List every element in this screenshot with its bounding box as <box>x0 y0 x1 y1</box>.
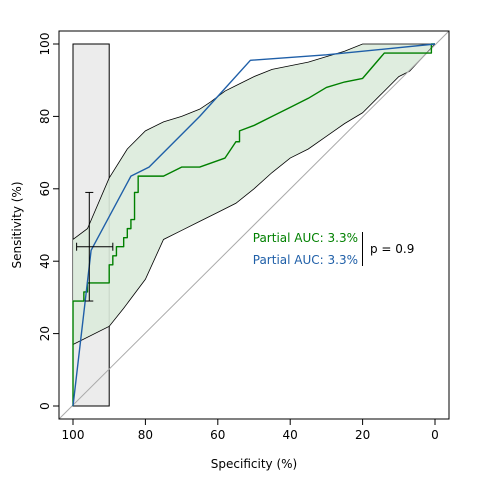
x-tick-label: 20 <box>355 428 370 442</box>
x-axis-title: Specificity (%) <box>211 457 297 471</box>
y-tick-label: 80 <box>38 109 52 124</box>
partial-auc-label-green: Partial AUC: 3.3% <box>253 231 358 245</box>
x-tick-label: 60 <box>210 428 225 442</box>
confidence-band-upper <box>72 43 435 240</box>
roc-curve-blue <box>72 43 436 407</box>
confidence-band <box>72 43 436 345</box>
y-tick-label: 40 <box>38 254 52 269</box>
roc-curve-green <box>72 43 435 406</box>
y-tick-label: 100 <box>38 33 52 56</box>
ci-crosshair <box>76 191 114 302</box>
y-tick-label: 60 <box>38 181 52 196</box>
y-tick-label: 0 <box>38 402 52 410</box>
axes: 100 80 60 40 20 0 0 20 40 60 80 100 <box>38 30 450 442</box>
x-tick-label: 80 <box>138 428 153 442</box>
roc-curves <box>72 43 436 407</box>
x-tick-label: 100 <box>62 428 85 442</box>
confidence-band-area <box>73 44 435 345</box>
y-axis-title: Sensitivity (%) <box>10 181 24 268</box>
y-tick-label: 20 <box>38 326 52 341</box>
partial-auc-label-blue: Partial AUC: 3.3% <box>253 253 358 267</box>
x-tick-label: 0 <box>431 428 439 442</box>
plot-frame <box>58 30 450 420</box>
confidence-band-lower <box>72 43 436 345</box>
reference-diagonal <box>58 30 450 420</box>
diagonal-line <box>58 30 450 420</box>
p-value-label: p = 0.9 <box>370 242 414 256</box>
x-tick-label: 40 <box>283 428 298 442</box>
